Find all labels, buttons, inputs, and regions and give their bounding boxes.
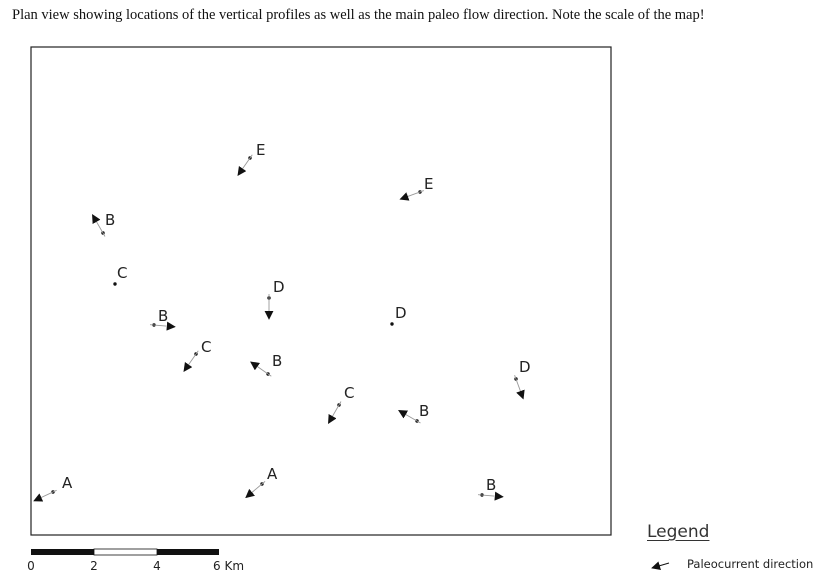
paleocurrent-arrow-icon xyxy=(92,214,106,237)
profile-marker: A xyxy=(33,474,73,502)
legend-arrow-icon xyxy=(651,561,670,571)
scale-segment xyxy=(31,549,94,555)
profile-label: B xyxy=(419,402,429,420)
profile-label: C xyxy=(201,338,211,356)
scale-tick-label: 2 xyxy=(90,559,98,573)
scale-tick-label: 6 Km xyxy=(213,559,244,573)
legend-title: Legend xyxy=(647,522,710,542)
paleocurrent-arrow-icon xyxy=(237,154,253,176)
profile-location-dot xyxy=(113,282,117,286)
paleocurrent-arrow-icon xyxy=(399,190,424,201)
scale-tick-label: 4 xyxy=(153,559,161,573)
profile-marker: B xyxy=(149,307,176,331)
profile-label: D xyxy=(395,304,407,322)
paleocurrent-arrow-icon xyxy=(514,375,525,400)
profile-marker: C xyxy=(113,264,127,286)
scale-segment xyxy=(157,549,219,555)
profile-marker: E xyxy=(237,141,265,176)
profile-label: C xyxy=(117,264,127,282)
profile-label: B xyxy=(272,352,282,370)
profile-label: A xyxy=(267,465,278,483)
profile-marker: A xyxy=(245,465,278,499)
scale-tick-label: 0 xyxy=(27,559,35,573)
profile-label: D xyxy=(519,358,531,376)
profile-label: E xyxy=(424,175,433,193)
scale-segment xyxy=(93,548,158,556)
profile-label: C xyxy=(344,384,354,402)
profile-marker: B xyxy=(477,476,504,501)
profile-label: B xyxy=(486,476,496,494)
paleocurrent-arrow-icon xyxy=(250,361,272,377)
profile-label: B xyxy=(105,211,115,229)
profile-marker: D xyxy=(390,304,407,326)
paleocurrent-arrow-icon xyxy=(33,489,57,502)
profile-marker: B xyxy=(398,402,429,424)
legend-item-label: Paleocurrent direction xyxy=(687,557,814,571)
figure-caption: Plan view showing locations of the verti… xyxy=(12,7,705,23)
profile-marker: E xyxy=(399,175,433,201)
paleocurrent-arrow-icon xyxy=(328,401,342,424)
profile-label: A xyxy=(62,474,73,492)
profile-location-dot xyxy=(390,322,394,326)
profile-marker: B xyxy=(250,352,282,377)
paleocurrent-arrow-icon xyxy=(477,491,504,501)
profile-label: D xyxy=(273,278,285,296)
profile-marker: C xyxy=(183,338,211,372)
profile-label: B xyxy=(158,307,168,325)
profile-marker: D xyxy=(264,278,285,320)
profile-label: E xyxy=(256,141,265,159)
map-frame xyxy=(30,46,612,536)
scale-bar: 0 2 4 6 Km xyxy=(27,548,244,573)
profile-marker: B xyxy=(92,211,115,237)
profile-marker: C xyxy=(328,384,354,424)
paleocurrent-arrow-icon xyxy=(149,321,176,331)
paleocurrent-arrow-icon xyxy=(245,481,266,499)
paleocurrent-arrow-icon xyxy=(183,350,199,372)
profile-markers: E E B C D B D C B D C B A A B xyxy=(33,141,531,502)
profile-marker: D xyxy=(514,358,531,400)
paleocurrent-arrow-icon xyxy=(398,410,421,424)
